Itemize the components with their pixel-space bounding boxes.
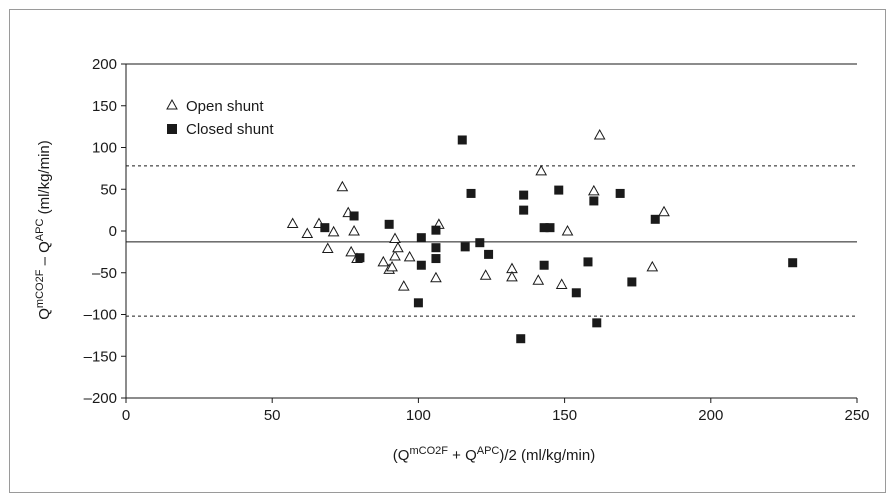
closed-shunt-point [589,196,599,206]
open-shunt-point [532,274,545,285]
closed-shunt-point [519,190,529,200]
closed-shunt-point [384,219,394,229]
y-tick-label: –100 [84,307,117,324]
y-axis-title: QmCO2F – QAPC (ml/kg/min) [34,140,53,320]
closed-shunt-point [484,249,494,259]
y-tick-label: 50 [100,181,117,198]
closed-shunt-point [466,188,476,198]
closed-shunt-point [516,334,526,344]
closed-shunt-point [431,225,441,235]
open-shunt-point [403,250,416,262]
y-tick-label: –150 [84,348,117,365]
closed-shunt-point [475,238,485,248]
open-shunt-point [321,242,334,254]
y-tick-label: –50 [92,265,117,282]
closed-shunt-point [349,211,359,221]
open-shunt-point [479,269,492,280]
reference-lines [126,165,857,317]
open-shunt-point [336,180,349,192]
y-tick-label: 0 [109,223,117,240]
closed-shunt-point [539,223,549,233]
closed-shunt-point [416,260,426,270]
closed-shunt-point [519,205,529,215]
figure-frame [9,9,886,493]
open-shunt-point [587,184,600,196]
closed-shunt-point [583,257,593,267]
closed-shunt-point [460,242,470,252]
closed-shunt-point [539,260,549,270]
closed-shunt-point [320,223,330,233]
open-shunt-point [345,245,357,257]
open-shunt-point [535,164,548,176]
open-shunt-point [286,217,299,228]
closed-shunt-point [355,253,365,263]
open-shunt-point [377,255,390,267]
closed-shunt-point [788,258,798,268]
closed-shunt-point [416,233,426,243]
x-axis-title: (QmCO2F + QAPC)/2 (ml/kg/min) [393,445,595,464]
x-tick-label: 50 [264,407,281,424]
open-shunt-point [327,225,340,237]
closed-shunt-point [457,135,467,145]
open-shunt-point [389,250,401,261]
open-shunt-point [389,232,401,244]
x-tick-label: 200 [698,407,723,424]
open-shunt-point [301,227,314,239]
open-shunt-point [646,260,659,272]
y-tick-label: 200 [92,56,117,73]
open-shunt-point [386,260,398,272]
x-tick-label: 100 [406,407,431,424]
closed-shunt-point [650,214,660,224]
legend-open-triangle-marker [166,98,178,110]
legend-label-closed-shunt: Closed shunt [186,121,274,138]
y-tick-label: 100 [92,140,117,157]
closed-shunt-point [431,243,441,253]
open-shunt-point [561,224,574,236]
legend-filled-square-marker [167,124,177,134]
open-shunt-point [658,205,670,217]
open-shunt-point [430,271,442,283]
y-tick-label: –200 [84,390,117,407]
x-tick-label: 0 [122,407,130,424]
closed-shunt-point [554,185,564,195]
y-tick-label: 150 [92,98,117,115]
open-shunt-point [397,280,410,291]
x-axis-ticks: 0 50 100 150 200 250 [122,398,870,424]
closed-shunt-point [615,188,625,198]
open-shunt-point [506,270,518,282]
closed-shunt-point [571,288,581,298]
closed-shunt-point [592,318,602,328]
x-tick-label: 150 [552,407,577,424]
closed-shunt-point [545,223,555,233]
open-shunt-point [555,278,568,289]
closed-shunt-point [431,254,441,264]
y-axis-ticks: 200 150 100 50 0 –50 –100 –150 –200 [84,56,126,407]
legend: Open shunt Closed shunt [166,98,274,138]
legend-label-open-shunt: Open shunt [186,98,264,115]
closed-shunt-point [627,277,637,287]
open-shunt-point [348,224,360,236]
data-points [286,128,798,344]
open-shunt-point [392,241,404,253]
closed-shunt-point [413,298,423,308]
open-shunt-point [593,128,606,140]
x-tick-label: 250 [844,407,869,424]
